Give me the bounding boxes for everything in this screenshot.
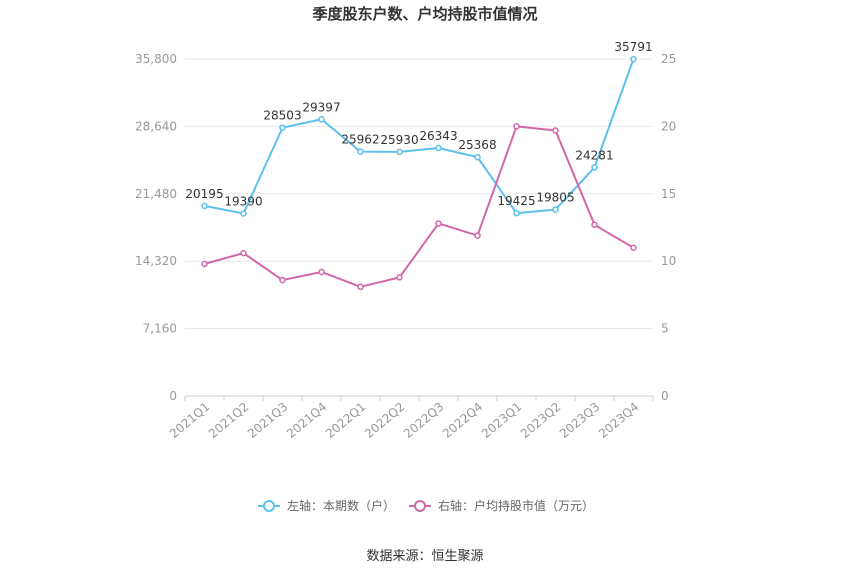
series-line-avg-value xyxy=(204,125,635,288)
x-tick-label: 2023Q1 xyxy=(479,400,524,441)
y-right-tick-label: 20 xyxy=(661,119,676,133)
y-left-tick-label: 35,800 xyxy=(135,52,177,66)
y-right-tick-label: 10 xyxy=(661,254,676,268)
chart-title: 季度股东户数、户均持股市值情况 xyxy=(312,5,537,23)
data-label: 25962 xyxy=(341,133,379,147)
point-shareholders xyxy=(318,116,325,123)
data-label: 19805 xyxy=(536,191,574,205)
point-avg-value xyxy=(279,276,286,284)
point-shareholders xyxy=(435,144,442,152)
point-shareholders xyxy=(474,153,481,161)
x-tick-label: 2022Q2 xyxy=(362,400,407,441)
point-avg-value xyxy=(552,127,559,134)
y-left-tick-label: 7,160 xyxy=(143,322,177,336)
data-label: 25368 xyxy=(458,138,496,152)
legend[interactable]: 左轴：本期数（户） 右轴：户均持股市值（万元） xyxy=(258,498,594,513)
point-shareholders xyxy=(240,210,247,217)
series-layer xyxy=(201,55,637,291)
point-avg-value xyxy=(240,249,247,257)
point-shareholders xyxy=(552,206,559,213)
y-right-tick-label: 5 xyxy=(661,322,669,336)
axes: 0 0 7,160 5 14,320 10 21,480 15 28,640 20 35,800 25… xyxy=(135,52,676,441)
legend-label: 右轴：户均持股市值（万元） xyxy=(438,498,594,513)
point-avg-value xyxy=(591,221,598,229)
data-label: 20195 xyxy=(185,187,223,201)
x-tick-label: 2021Q3 xyxy=(245,400,290,441)
data-label: 19390 xyxy=(224,194,262,208)
point-avg-value xyxy=(513,123,520,130)
source-note: 数据来源：恒生聚源 xyxy=(366,549,483,564)
legend-item-avg-value[interactable]: 右轴：户均持股市值（万元） xyxy=(409,498,594,513)
point-shareholders xyxy=(357,148,364,155)
point-avg-value xyxy=(435,220,442,227)
x-tick-label: 2022Q3 xyxy=(401,400,446,441)
data-label: 26343 xyxy=(419,129,457,143)
point-avg-value xyxy=(318,268,325,276)
y-left-tick-label: 21,480 xyxy=(135,187,177,201)
data-label: 19425 xyxy=(497,194,535,208)
legend-marker xyxy=(263,500,275,512)
legend-marker xyxy=(414,500,426,512)
x-tick-label: 2022Q4 xyxy=(440,400,485,441)
series-line-shareholders xyxy=(204,58,635,215)
point-avg-value xyxy=(396,274,403,281)
grid xyxy=(185,58,653,397)
point-shareholders xyxy=(630,55,637,63)
point-shareholders xyxy=(201,202,208,210)
x-tick-label: 2022Q1 xyxy=(323,400,368,441)
legend-label: 左轴：本期数（户） xyxy=(287,498,395,513)
point-avg-value xyxy=(630,244,637,251)
y-left-tick-label: 28,640 xyxy=(135,119,177,133)
y-right-tick-label: 0 xyxy=(661,389,669,403)
y-left-tick-label: 14,320 xyxy=(135,254,177,268)
legend-item-shareholders[interactable]: 左轴：本期数（户） xyxy=(258,498,395,513)
point-shareholders xyxy=(513,209,520,217)
point-shareholders xyxy=(279,124,286,131)
point-avg-value xyxy=(201,260,208,268)
y-left-tick-label: 0 xyxy=(169,389,177,403)
data-label: 28503 xyxy=(263,109,301,123)
point-avg-value xyxy=(474,232,481,239)
x-tick-label: 2023Q3 xyxy=(557,400,602,441)
point-shareholders xyxy=(396,148,403,156)
y-right-tick-label: 25 xyxy=(661,52,676,66)
data-label: 35791 xyxy=(614,40,652,54)
x-tick-label: 2021Q2 xyxy=(206,400,251,441)
x-tick-label: 2023Q4 xyxy=(596,400,641,441)
data-label: 25930 xyxy=(380,133,418,147)
point-avg-value xyxy=(357,283,364,291)
x-tick-label: 2023Q2 xyxy=(518,400,563,441)
x-tick-label: 2021Q1 xyxy=(167,400,212,441)
x-tick-label: 2021Q4 xyxy=(284,400,329,441)
y-right-tick-label: 15 xyxy=(661,187,676,201)
data-label: 24281 xyxy=(575,148,613,162)
data-label: 29397 xyxy=(302,100,340,114)
point-shareholders xyxy=(591,164,598,171)
